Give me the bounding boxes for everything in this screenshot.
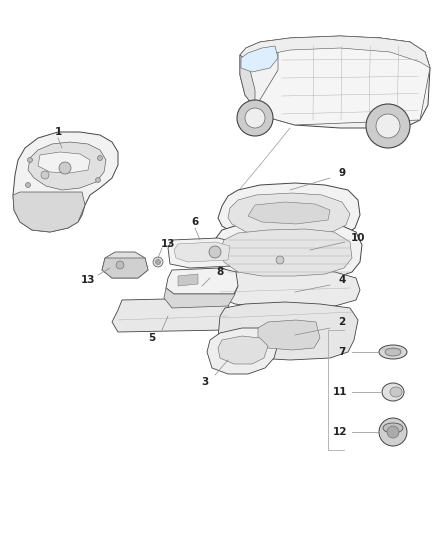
Polygon shape <box>102 252 148 278</box>
Polygon shape <box>258 320 320 350</box>
Circle shape <box>209 246 221 258</box>
Ellipse shape <box>390 387 402 397</box>
Text: 5: 5 <box>148 333 155 343</box>
Circle shape <box>155 260 160 264</box>
Circle shape <box>387 426 399 438</box>
Polygon shape <box>218 183 360 242</box>
Circle shape <box>366 104 410 148</box>
Polygon shape <box>220 229 352 276</box>
Polygon shape <box>38 152 90 173</box>
Circle shape <box>245 108 265 128</box>
Polygon shape <box>248 202 330 224</box>
Polygon shape <box>28 142 106 190</box>
Polygon shape <box>168 238 236 268</box>
Text: 10: 10 <box>351 233 365 243</box>
Circle shape <box>376 114 400 138</box>
Ellipse shape <box>382 383 404 401</box>
Circle shape <box>59 162 71 174</box>
Text: 3: 3 <box>201 377 208 387</box>
Circle shape <box>379 418 407 446</box>
Text: 8: 8 <box>216 267 224 277</box>
Polygon shape <box>218 336 268 364</box>
Polygon shape <box>228 193 350 236</box>
Polygon shape <box>218 302 358 360</box>
Text: 11: 11 <box>333 387 347 397</box>
Polygon shape <box>102 258 148 278</box>
Text: 12: 12 <box>333 427 347 437</box>
Polygon shape <box>207 328 278 374</box>
Text: 2: 2 <box>339 317 346 327</box>
Polygon shape <box>240 55 255 108</box>
Text: 4: 4 <box>338 275 346 285</box>
Polygon shape <box>112 298 232 332</box>
Polygon shape <box>212 270 360 308</box>
Polygon shape <box>178 274 198 286</box>
Polygon shape <box>166 268 238 294</box>
Circle shape <box>95 177 100 182</box>
Text: 13: 13 <box>81 275 95 285</box>
Circle shape <box>153 257 163 267</box>
Circle shape <box>98 156 102 160</box>
Circle shape <box>28 157 32 163</box>
Circle shape <box>41 171 49 179</box>
Polygon shape <box>174 242 230 262</box>
Text: 9: 9 <box>339 168 346 178</box>
Polygon shape <box>240 36 430 68</box>
Polygon shape <box>240 36 430 128</box>
Polygon shape <box>13 132 118 232</box>
Text: 6: 6 <box>191 217 198 227</box>
Circle shape <box>237 100 273 136</box>
Polygon shape <box>13 192 85 232</box>
Text: 13: 13 <box>161 239 175 249</box>
Ellipse shape <box>385 348 401 356</box>
Circle shape <box>25 182 31 188</box>
Circle shape <box>276 256 284 264</box>
Circle shape <box>116 261 124 269</box>
Text: 7: 7 <box>338 347 346 357</box>
Polygon shape <box>164 286 238 308</box>
Text: 1: 1 <box>54 127 62 137</box>
Polygon shape <box>212 221 362 280</box>
Ellipse shape <box>383 423 403 433</box>
Polygon shape <box>255 38 430 125</box>
Polygon shape <box>241 46 278 72</box>
Ellipse shape <box>379 345 407 359</box>
